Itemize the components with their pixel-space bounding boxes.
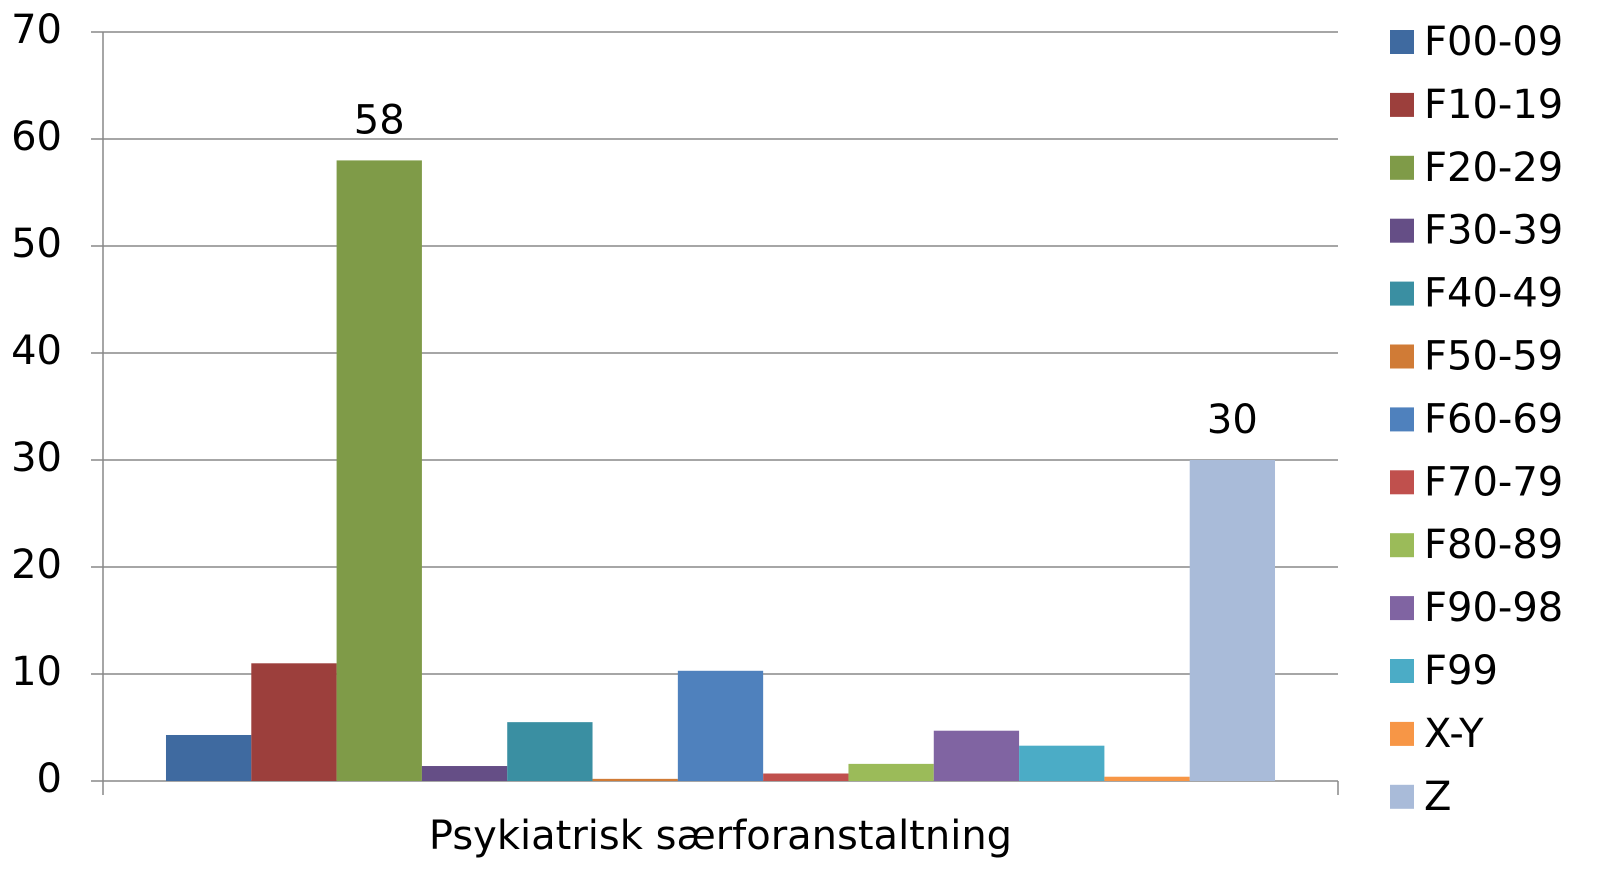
legend-label: F99: [1424, 648, 1498, 694]
legend-swatch: [1390, 155, 1414, 180]
legend-label: F30-39: [1424, 208, 1563, 254]
bar: [1104, 776, 1190, 781]
legend-swatch: [1390, 281, 1414, 306]
legend-swatch: [1390, 30, 1414, 54]
bar: [592, 778, 678, 781]
legend-swatch: [1390, 218, 1414, 243]
bar: [336, 160, 422, 781]
legend-swatch: [1390, 533, 1414, 558]
legend-label: F10-19: [1424, 82, 1563, 128]
legend-label: F00-09: [1424, 19, 1563, 65]
legend-swatch: [1390, 596, 1414, 621]
legend-swatch: [1390, 659, 1414, 683]
bar: [677, 670, 764, 781]
legend-label: F50-59: [1424, 334, 1563, 380]
bar: [165, 734, 252, 781]
legend-swatch: [1390, 407, 1414, 432]
y-tick-label: 70: [11, 7, 62, 53]
bar: [421, 766, 508, 781]
legend-swatch: [1390, 92, 1414, 117]
y-tick-label: 40: [11, 328, 62, 374]
y-tick-label: 60: [11, 114, 62, 160]
bar: [763, 773, 849, 781]
bar: [507, 722, 593, 781]
x-tick-label: Psykiatrisk særforanstaltning: [429, 813, 1012, 859]
bar: [848, 763, 934, 781]
legend-label: Z: [1424, 774, 1451, 820]
bar: [251, 663, 337, 781]
legend-label: F40-49: [1424, 271, 1563, 317]
y-tick-label: 0: [37, 756, 62, 802]
legend-label: F70-79: [1424, 459, 1563, 505]
y-tick-label: 30: [11, 435, 62, 481]
legend-swatch: [1390, 344, 1414, 369]
legend-swatch: [1390, 470, 1414, 495]
legend-label: X-Y: [1424, 711, 1484, 757]
legend-label: F20-29: [1424, 145, 1563, 191]
legend-label: F60-69: [1424, 396, 1563, 442]
data-label: 30: [1207, 397, 1258, 443]
data-label: 58: [354, 97, 405, 143]
legend-swatch: [1390, 784, 1414, 809]
legend-swatch: [1390, 721, 1414, 746]
bar: [933, 730, 1020, 781]
bar: [1019, 745, 1105, 781]
y-tick-label: 50: [11, 221, 62, 267]
legend-label: F80-89: [1424, 522, 1563, 568]
y-tick-label: 20: [11, 542, 62, 588]
legend-label: F90-98: [1424, 585, 1563, 631]
bar: [1189, 460, 1276, 781]
y-tick-label: 10: [11, 649, 62, 695]
